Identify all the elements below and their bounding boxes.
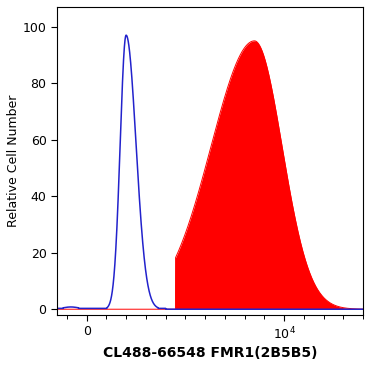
Y-axis label: Relative Cell Number: Relative Cell Number: [7, 95, 20, 227]
X-axis label: CL488-66548 FMR1(2B5B5): CL488-66548 FMR1(2B5B5): [103, 346, 317, 360]
